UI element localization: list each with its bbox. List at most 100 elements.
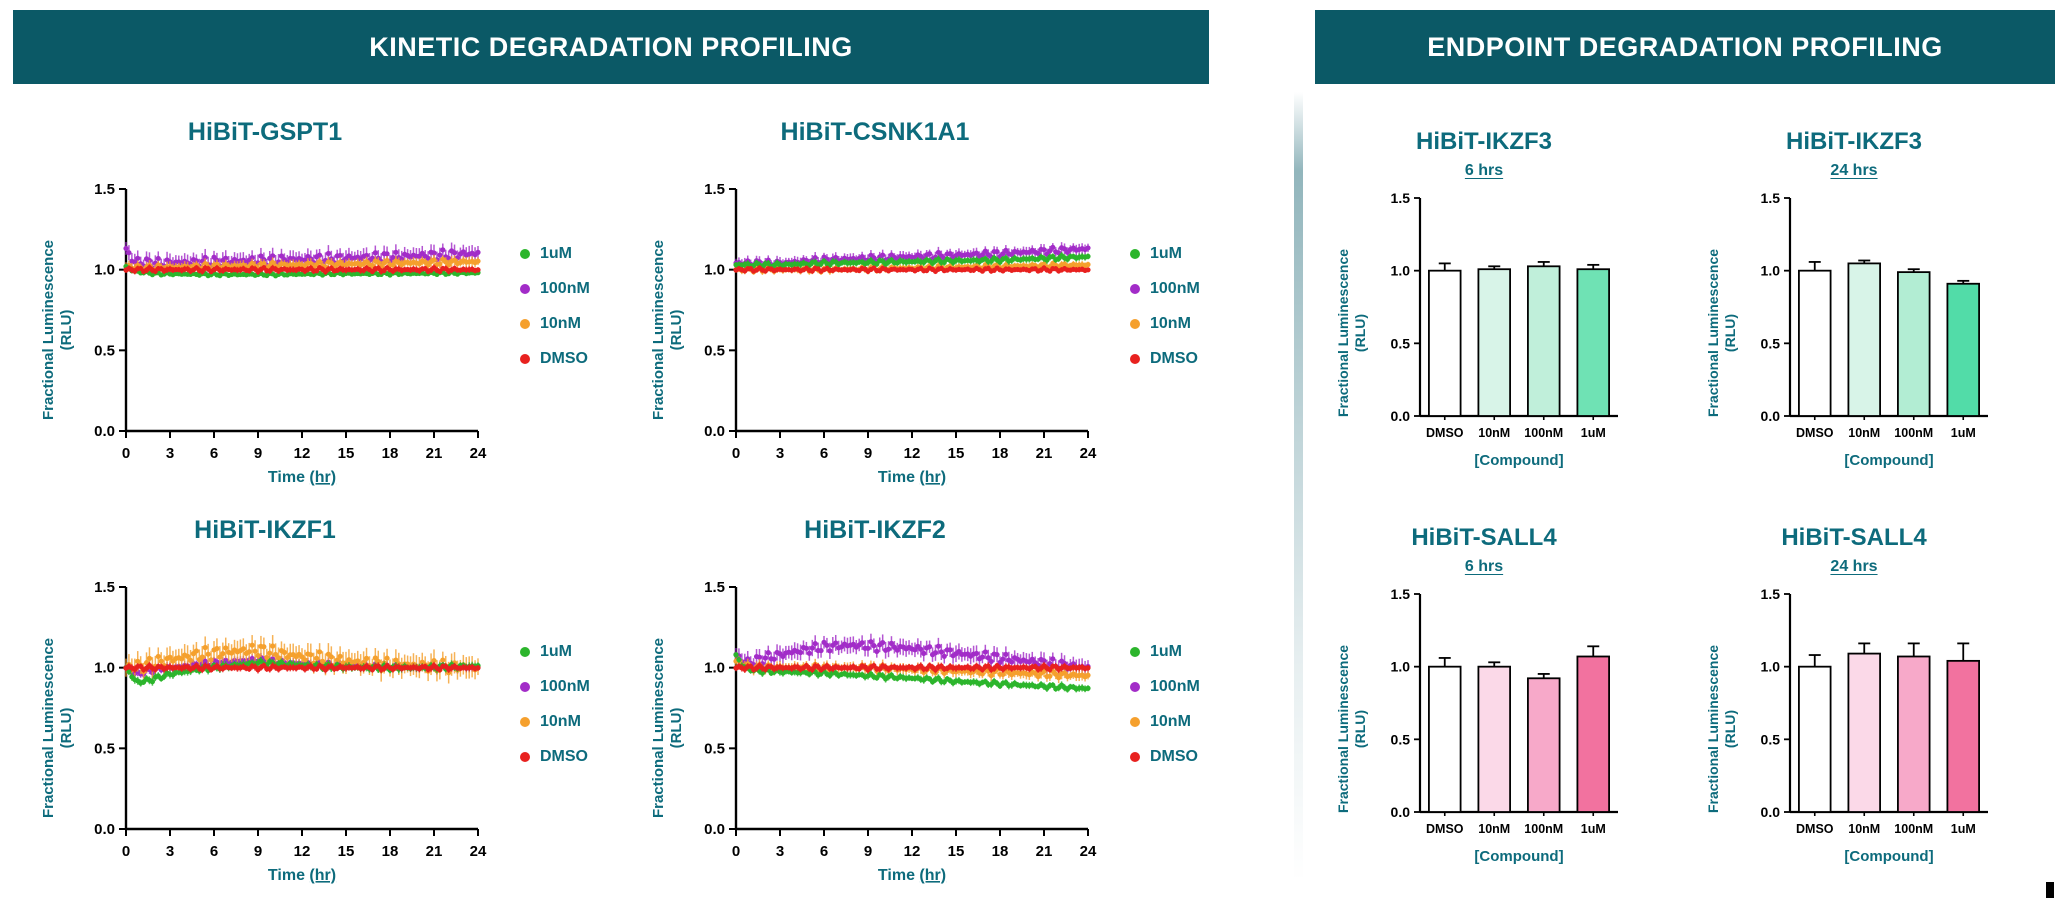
series-DMSO — [123, 264, 481, 275]
chart-svg: 0.0 0.5 1.0 1.5 0 3 6 9 12 15 18 21 24 Time (hr) — [704, 579, 1097, 884]
legend-dot-icon — [1130, 284, 1140, 294]
bar-1uM — [1576, 263, 1610, 417]
legend-label: 1uM — [1150, 643, 1182, 660]
chart-svg: 0.0 0.5 1.0 1.5 DMSO 10nM 100nM 1uM [Compound] — [1391, 190, 1618, 469]
chart-title-ikzf1: HiBiT-IKZF1 — [194, 516, 336, 544]
svg-text:21: 21 — [426, 843, 443, 860]
legend-item-DMSO: DMSO — [1130, 748, 1200, 766]
bar-DMSO — [1428, 657, 1462, 813]
svg-text:10nM: 10nM — [1478, 822, 1510, 836]
svg-text:Time (hr): Time (hr) — [268, 469, 336, 486]
legend-item-100nM: 100nM — [1130, 678, 1200, 696]
svg-text:1uM: 1uM — [1951, 822, 1976, 836]
chart-title-ikzf2: HiBiT-IKZF2 — [804, 516, 946, 544]
legend-label: 10nM — [1150, 713, 1191, 730]
svg-text:15: 15 — [338, 445, 355, 462]
bar-10nM — [1847, 259, 1881, 417]
legend-item-10nM: 10nM — [520, 713, 590, 731]
legend-label: 100nM — [1150, 280, 1200, 297]
svg-text:0.0: 0.0 — [1391, 804, 1411, 820]
bar-100nM — [1897, 268, 1931, 417]
plot-ikzf3-24h: 0.0 0.5 1.0 1.5 DMSO 10nM 100nM 1uM [Compound] — [1742, 188, 2004, 483]
legend-dot-icon — [1130, 319, 1140, 329]
svg-text:15: 15 — [338, 843, 355, 860]
legend-item-1uM: 1uM — [1130, 643, 1200, 661]
svg-text:0.0: 0.0 — [704, 423, 725, 440]
svg-text:24: 24 — [470, 445, 487, 462]
chart-svg: 0.0 0.5 1.0 1.5 DMSO 10nM 100nM 1uM [Compound] — [1391, 586, 1618, 865]
plot-csnk1a1: 0.0 0.5 1.0 1.5 0 3 6 9 12 15 18 21 24 Time (hr) — [690, 173, 1104, 494]
svg-text:3: 3 — [776, 445, 784, 462]
kinetic-chart-csnk1a1: HiBiT-CSNK1A1 Fractional Luminescence (RL… — [646, 118, 1200, 494]
legend-label: 100nM — [540, 678, 590, 695]
svg-text:24: 24 — [1080, 445, 1097, 462]
svg-text:Time (hr): Time (hr) — [878, 469, 946, 486]
svg-text:21: 21 — [1036, 843, 1053, 860]
legend-item-10nM: 10nM — [1130, 315, 1200, 333]
legend-label: 1uM — [1150, 245, 1182, 262]
chart-svg: 0.0 0.5 1.0 1.5 0 3 6 9 12 15 18 21 24 Time (hr) — [94, 579, 487, 884]
svg-text:1.5: 1.5 — [94, 579, 115, 596]
endpoint-chart-ikzf3-24h: HiBiT-IKZF3 24 hrs Fractional Luminescen… — [1702, 128, 2006, 483]
legend-dot-icon — [520, 717, 530, 727]
legend-item-DMSO: DMSO — [1130, 350, 1200, 368]
svg-text:1.0: 1.0 — [94, 660, 115, 677]
plot-sall4-24h: 0.0 0.5 1.0 1.5 DMSO 10nM 100nM 1uM [Compound] — [1742, 584, 2004, 879]
legend-dot-icon — [1130, 354, 1140, 364]
bar-1uM — [1946, 279, 1980, 417]
bar-10nM — [1477, 265, 1511, 417]
chart-title-sall4-24h: HiBiT-SALL4 — [1781, 524, 1927, 551]
svg-text:1.5: 1.5 — [1761, 190, 1781, 206]
legend-ikzf1: 1uM 100nM 10nM DMSO — [520, 643, 590, 766]
legend-item-100nM: 100nM — [520, 280, 590, 298]
legend-csnk1a1: 1uM 100nM 10nM DMSO — [1130, 245, 1200, 368]
plot-sall4-6h: 0.0 0.5 1.0 1.5 DMSO 10nM 100nM 1uM [Compound] — [1372, 584, 1634, 879]
legend-dot-icon — [520, 682, 530, 692]
svg-text:1.5: 1.5 — [1761, 586, 1781, 602]
svg-text:21: 21 — [1036, 445, 1053, 462]
svg-text:1.5: 1.5 — [1391, 190, 1411, 206]
y-axis-label: Fractional Luminescence (RLU) — [650, 637, 685, 819]
svg-text:1.5: 1.5 — [704, 181, 725, 198]
bar-10nM — [1477, 661, 1511, 813]
legend-label: DMSO — [1150, 350, 1198, 367]
svg-text:1.0: 1.0 — [704, 660, 725, 677]
svg-text:0.5: 0.5 — [704, 740, 725, 757]
bar-DMSO — [1798, 261, 1832, 417]
endpoint-panel-header: ENDPOINT DEGRADATION PROFILING — [1315, 10, 2055, 84]
svg-text:0.0: 0.0 — [94, 423, 115, 440]
chart-svg: 0.0 0.5 1.0 1.5 DMSO 10nM 100nM 1uM [Compound] — [1761, 190, 1988, 469]
svg-text:6: 6 — [210, 445, 218, 462]
svg-text:12: 12 — [904, 445, 921, 462]
svg-text:[Compound]: [Compound] — [1844, 848, 1933, 865]
series-1uM — [733, 251, 1091, 271]
svg-text:0.5: 0.5 — [94, 740, 115, 757]
svg-text:12: 12 — [904, 843, 921, 860]
legend-label: 10nM — [1150, 315, 1191, 332]
svg-text:6: 6 — [210, 843, 218, 860]
bar-DMSO — [1798, 654, 1832, 813]
kinetic-chart-ikzf2: HiBiT-IKZF2 Fractional Luminescence (RLU)… — [646, 516, 1200, 892]
bar-1uM — [1946, 642, 1980, 813]
svg-text:1uM: 1uM — [1951, 426, 1976, 440]
bar-1uM — [1576, 645, 1610, 813]
svg-text:10nM: 10nM — [1848, 822, 1880, 836]
svg-text:100nM: 100nM — [1524, 426, 1563, 440]
legend-label: 100nM — [1150, 678, 1200, 695]
svg-text:18: 18 — [992, 445, 1009, 462]
svg-text:DMSO: DMSO — [1426, 426, 1464, 440]
screen-corner-artifact — [2046, 882, 2054, 898]
svg-text:12: 12 — [294, 445, 311, 462]
svg-text:0.5: 0.5 — [1391, 731, 1411, 747]
svg-text:0: 0 — [732, 843, 740, 860]
svg-text:1.0: 1.0 — [704, 262, 725, 279]
legend-label: DMSO — [540, 748, 588, 765]
svg-text:0.5: 0.5 — [1391, 335, 1411, 351]
endpoint-chart-sall4-24h: HiBiT-SALL4 24 hrs Fractional Luminescen… — [1702, 524, 2006, 879]
svg-text:[Compound]: [Compound] — [1474, 848, 1563, 865]
svg-text:0.0: 0.0 — [1761, 804, 1781, 820]
svg-text:DMSO: DMSO — [1796, 426, 1834, 440]
svg-text:[Compound]: [Compound] — [1474, 452, 1563, 469]
svg-text:24: 24 — [1080, 843, 1097, 860]
